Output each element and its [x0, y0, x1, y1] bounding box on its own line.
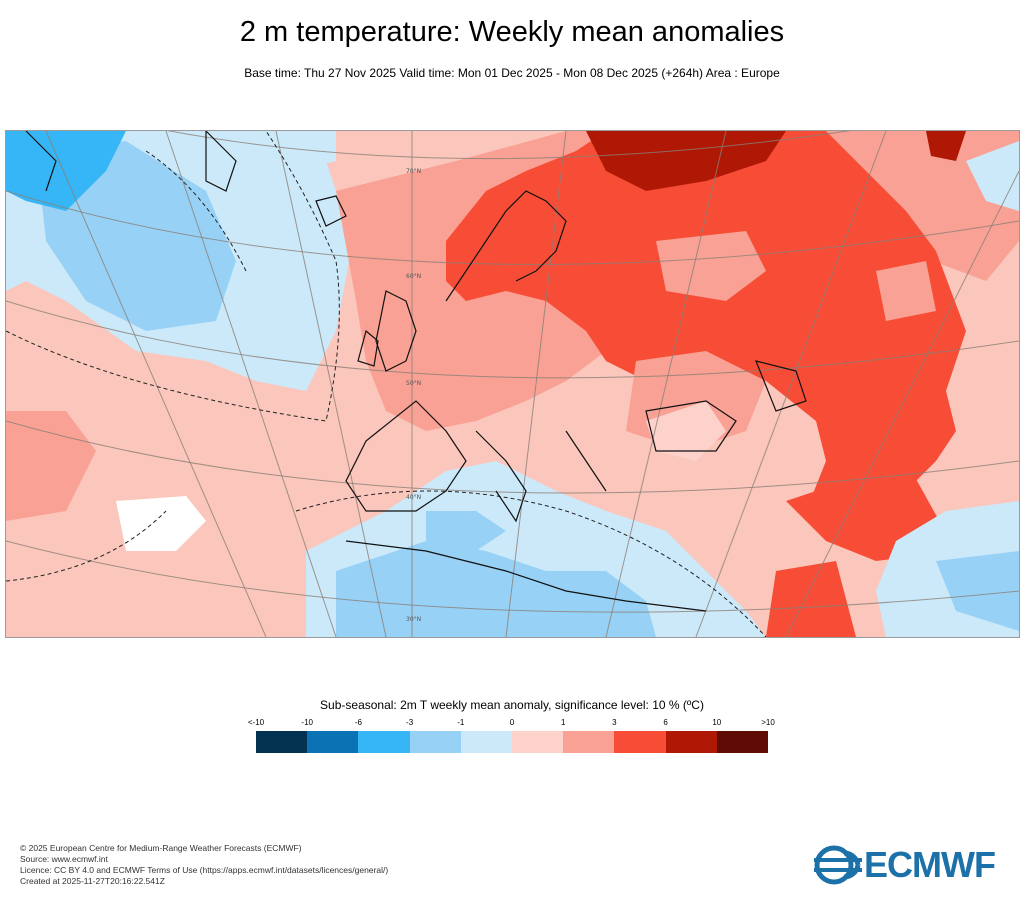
- lat-label-70: 70°N: [406, 168, 421, 175]
- ecmwf-logo: ECMWF: [814, 845, 1009, 885]
- colorbar-segment: [409, 731, 461, 753]
- colorbar-segment: [563, 731, 615, 753]
- footer-source: Source: www.ecmwf.int: [20, 854, 108, 864]
- colorbar-segment: [460, 731, 513, 753]
- footer-created: Created at 2025-11-27T20:16:22.541Z: [20, 876, 165, 886]
- tick-label: -3: [406, 718, 414, 727]
- tick-label: 1: [560, 718, 566, 727]
- tick-label: -1: [457, 718, 465, 727]
- colorbar-segment: [614, 731, 666, 753]
- graticule-latitude: [6, 131, 1019, 613]
- coastlines: [25, 131, 807, 612]
- anomaly-region-greenland-cold: [6, 131, 126, 211]
- colorbar-segment: [716, 731, 769, 753]
- map-subtitle: Base time: Thu 27 Nov 2025 Valid time: M…: [244, 66, 780, 80]
- anomaly-region-russia-very-warm: [586, 131, 786, 191]
- colorbar: [256, 731, 769, 753]
- lat-label-30: 30°N: [406, 616, 421, 623]
- anomaly-region-scandinavia-warm: [446, 131, 966, 531]
- tick-label: 10: [712, 718, 722, 727]
- tick-label: 0: [509, 718, 515, 727]
- significance-contour: [6, 131, 767, 637]
- lat-label-50: 50°N: [406, 380, 421, 387]
- tick-label: -6: [354, 718, 362, 727]
- tick-label: >10: [761, 718, 775, 727]
- lat-label-40: 40°N: [406, 494, 421, 501]
- colorbar-ticks: <-10 -10 -6 -3 -1 0 1 3 6 10 >10: [248, 718, 775, 730]
- footer-licence: Licence: CC BY 4.0 and ECMWF Terms of Us…: [20, 865, 389, 875]
- colorbar-segment: [307, 731, 359, 753]
- colorbar-segment: [256, 731, 308, 753]
- ecmwf-logo-text: ECMWF: [864, 844, 996, 885]
- anomaly-map: 70°N 60°N 50°N 40°N 30°N: [5, 130, 1020, 638]
- ecmwf-logo-icon: [814, 845, 862, 885]
- tick-label: <-10: [247, 718, 265, 727]
- colorbar-segment: [358, 731, 410, 753]
- footer-copyright: © 2025 European Centre for Medium-Range …: [20, 843, 302, 853]
- lat-label-60: 60°N: [406, 273, 421, 280]
- tick-label: 3: [612, 718, 617, 727]
- map-title: 2 m temperature: Weekly mean anomalies: [239, 16, 785, 48]
- legend-title: Sub-seasonal: 2m T weekly mean anomaly, …: [320, 698, 704, 712]
- colorbar-segment: [512, 731, 564, 753]
- colorbar-segment: [665, 731, 717, 753]
- graticule-longitude: [45, 131, 1019, 637]
- tick-label: 6: [663, 718, 668, 727]
- tick-label: -10: [301, 718, 313, 727]
- footer: © 2025 European Centre for Medium-Range …: [20, 843, 388, 887]
